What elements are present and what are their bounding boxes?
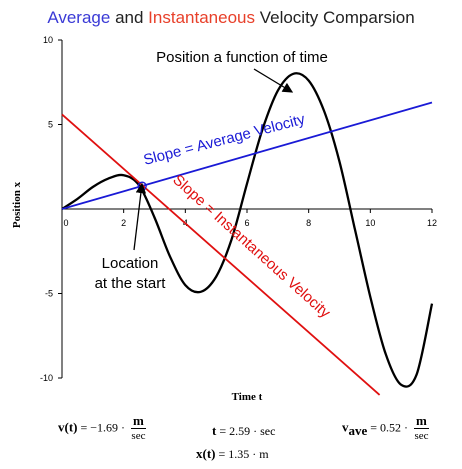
title-and-word: and [115,8,144,27]
average-slope-label: Slope = Average Velocity [142,111,308,169]
x-tick-label: 6 [244,218,249,228]
average-velocity-value: = 0.52 · [370,420,409,435]
time-symbol: t [212,423,217,438]
average-velocity-unit-num: m [414,413,429,429]
x-tick-label: 8 [306,218,311,228]
time-value: = 2.59 · sec [219,424,276,438]
chart-title: Average and Instantaneous Velocity Compa… [0,8,462,28]
start-label-arrow [133,182,147,251]
title-rest: Velocity Comparsion [259,8,415,27]
average-velocity-subscript: ave [348,422,368,438]
average-velocity-symbol: v [342,419,349,435]
average-velocity-unit-den: sec [414,430,429,442]
start-label-line1: Location [102,255,159,272]
time-formula: t = 2.59 · sec [212,423,275,439]
instantaneous-velocity-line [61,113,381,396]
x-tick-label: 0 [63,218,68,228]
y-tick-label: -5 [45,289,53,299]
x-tick-label: 2 [121,218,126,228]
average-velocity-line [61,101,433,210]
position-label-arrow [253,68,294,93]
average-velocity-formula: vave = 0.52 · m sec [342,414,429,443]
velocity-value: = −1.69 · [80,420,126,435]
x-tick-label: 12 [427,218,437,228]
start-label-line2: at the start [95,275,167,292]
title-average-word: Average [47,8,111,27]
velocity-unit-den: sec [131,430,146,442]
position-curve-label: Position a function of time [156,49,328,66]
position-curve [61,72,434,388]
x-tick-label: 10 [365,218,375,228]
position-symbol: x(t) [196,446,216,461]
average-velocity-unit: m sec [414,414,429,443]
y-axis-title: Position x [11,181,23,228]
x-axis-title: Time t [232,391,263,400]
instantaneous-slope-label: Slope = Instantaneous Velocity [169,171,334,322]
position-formula: x(t) = 1.35 · m [196,446,269,462]
y-tick-label: -10 [40,373,53,383]
y-tick-label: 5 [48,120,53,130]
velocity-formula: v(t) = −1.69 · m sec [58,414,146,443]
title-instantaneous-word: Instantaneous [148,8,255,27]
position-value: = 1.35 · m [218,447,269,461]
y-tick-label: 10 [43,35,53,45]
velocity-symbol: v(t) [58,419,78,435]
velocity-unit: m sec [131,414,146,443]
velocity-unit-num: m [131,413,146,429]
